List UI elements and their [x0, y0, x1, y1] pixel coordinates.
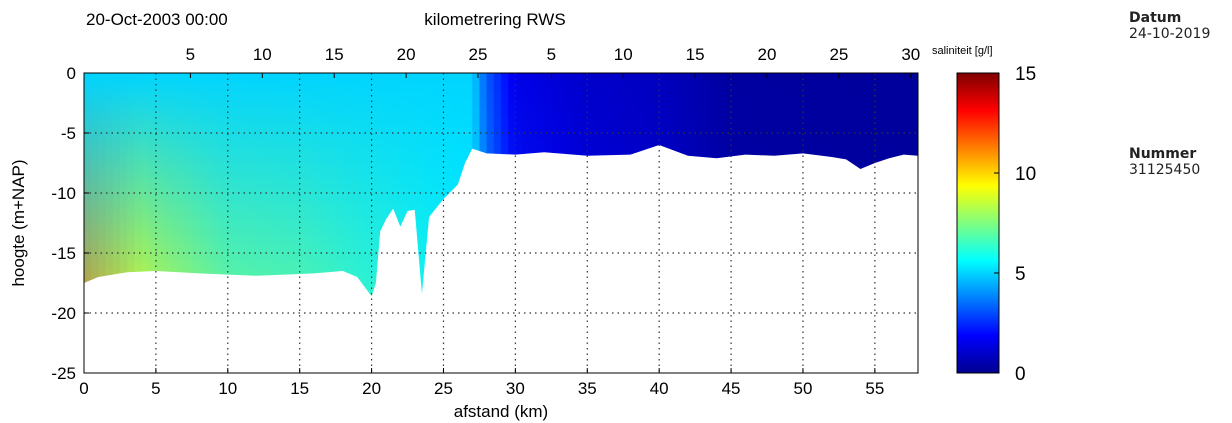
- salinity-column: [191, 73, 200, 373]
- colorbar-tick-label: 5: [1015, 264, 1026, 285]
- x-tick-label: 25: [434, 379, 453, 398]
- x-tick-label: 35: [578, 379, 597, 398]
- nummer-block: Nummer 31125450: [1129, 146, 1200, 178]
- y-tick-label: -25: [51, 364, 76, 383]
- salinity-column: [270, 73, 279, 373]
- x-tick-label: 20: [362, 379, 381, 398]
- axis-ticks: 0 5 10 15 20 25 30 35 40 45 50 55 0 -5 -10 -15 -20 -25 5 10…: [51, 45, 920, 398]
- y-tick-label: -10: [51, 184, 76, 203]
- salinity-column: [84, 73, 92, 373]
- y-axis-label: hoogte (m+NAP): [9, 159, 28, 286]
- salinity-column: [350, 73, 358, 373]
- top-tick-label: 25: [469, 45, 488, 64]
- bed-mask: [84, 145, 918, 373]
- salinity-column: [112, 73, 121, 373]
- salinity-column: [220, 73, 229, 373]
- y-tick-label: 0: [67, 64, 76, 83]
- x-tick-label: 50: [794, 379, 813, 398]
- salinity-column: [285, 73, 294, 373]
- x-tick-label: 15: [290, 379, 309, 398]
- top-tick-label: 10: [614, 45, 633, 64]
- datum-block: Datum 24-10-2019: [1129, 10, 1210, 42]
- salinity-field: [84, 73, 918, 373]
- salinity-column: [357, 73, 365, 373]
- colorbar-tick-label: 15: [1015, 64, 1036, 85]
- salinity-column: [170, 73, 179, 373]
- top-tick-label: 15: [325, 45, 344, 64]
- x-tick-label: 40: [650, 379, 669, 398]
- salinity-column: [421, 73, 430, 373]
- x-tick-label: 30: [506, 379, 525, 398]
- salinity-column: [163, 73, 171, 373]
- salinity-column: [155, 73, 164, 373]
- nummer-label: Nummer: [1129, 146, 1197, 162]
- colorbar-tick-label: 10: [1015, 164, 1036, 185]
- salinity-column: [414, 73, 423, 373]
- salinity-column: [105, 73, 114, 373]
- colorbar: [956, 72, 1000, 374]
- plot-frame: [83, 72, 919, 374]
- grid: [84, 73, 918, 373]
- colorbar-label: saliniteit [g/l]: [932, 45, 993, 57]
- x-tick-label: 55: [865, 379, 884, 398]
- top-tick-label: 5: [547, 45, 556, 64]
- top-tick-label: 20: [758, 45, 777, 64]
- salinity-column: [213, 73, 222, 373]
- salinity-column: [148, 73, 157, 373]
- salinity-column: [184, 73, 193, 373]
- top-tick-label: 20: [397, 45, 416, 64]
- colorbar-tick-label: 0: [1015, 364, 1026, 385]
- salinity-column: [141, 73, 150, 373]
- chart-timestamp: 20-Oct-2003 00:00: [86, 10, 228, 29]
- top-tick-label: 10: [253, 45, 272, 64]
- salinity-column: [378, 73, 387, 373]
- x-tick-label: 45: [722, 379, 741, 398]
- y-tick-label: -20: [51, 304, 76, 323]
- top-axis-title: kilometrering RWS: [424, 10, 565, 29]
- salinity-column: [342, 73, 351, 373]
- salinity-column: [199, 73, 207, 373]
- salinity-column: [278, 73, 286, 373]
- salinity-column: [314, 73, 322, 373]
- salinity-column: [263, 73, 272, 373]
- salinity-column: [335, 73, 344, 373]
- salinity-column: [371, 73, 380, 373]
- datum-value: 24-10-2019: [1129, 26, 1211, 42]
- salinity-column: [98, 73, 107, 373]
- top-tick-label: 5: [186, 45, 195, 64]
- salinity-column: [206, 73, 215, 373]
- salinity-column: [256, 73, 265, 373]
- salinity-column: [364, 73, 373, 373]
- salinity-column: [227, 73, 236, 373]
- salinity-column: [234, 73, 243, 373]
- salinity-column: [242, 73, 250, 373]
- x-tick-label: 10: [218, 379, 237, 398]
- salinity-column: [134, 73, 143, 373]
- salinity-column: [249, 73, 258, 373]
- top-tick-label: 15: [686, 45, 705, 64]
- salinity-column: [292, 73, 301, 373]
- salinity-column: [328, 73, 337, 373]
- salinity-column: [127, 73, 135, 373]
- y-tick-label: -5: [61, 124, 76, 143]
- top-tick-label: 30: [901, 45, 920, 64]
- salinity-column: [177, 73, 186, 373]
- salinity-column: [321, 73, 330, 373]
- nummer-value: 31125450: [1129, 162, 1201, 178]
- x-tick-label: 5: [151, 379, 160, 398]
- x-tick-label: 0: [79, 379, 88, 398]
- salinity-column: [119, 73, 128, 373]
- colorbar-ticks: 0 5 10 15: [994, 64, 1036, 385]
- top-tick-label: 25: [829, 45, 848, 64]
- salinity-column: [91, 73, 99, 373]
- y-tick-label: -15: [51, 244, 76, 263]
- salinity-column: [306, 73, 315, 373]
- datum-label: Datum: [1129, 10, 1182, 26]
- salinity-column: [299, 73, 308, 373]
- x-axis-label: afstand (km): [454, 402, 548, 421]
